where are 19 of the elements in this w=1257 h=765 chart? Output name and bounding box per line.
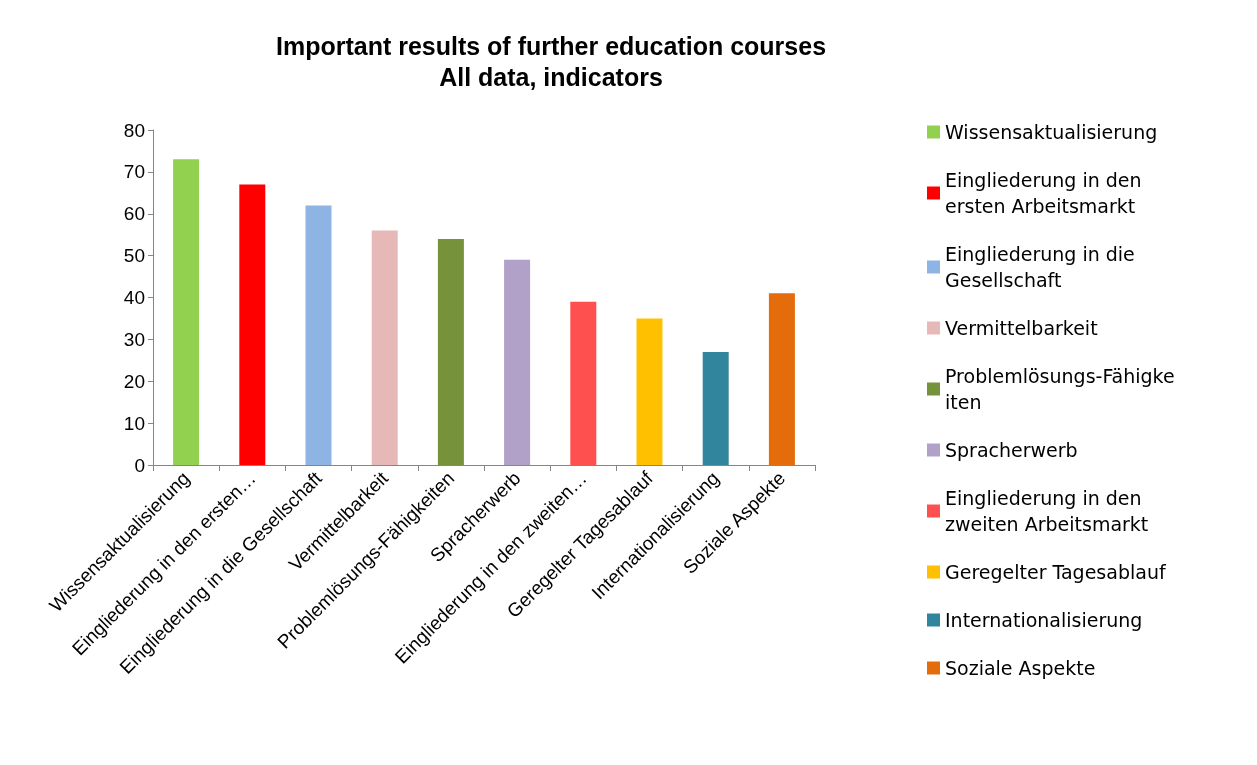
y-tick-label: 30 [123,328,145,350]
legend-label: Eingliederung in die Gesellschaft [945,243,1141,291]
legend-label: Wissensaktualisierung [945,121,1158,143]
legend-label: Spracherwerb [945,439,1078,461]
chart-title: Important results of further education courses [275,31,827,60]
y-tick-label: 10 [123,412,145,434]
legend-label: Vermittelbarkeit [945,317,1098,339]
y-tick-label: 60 [123,203,145,225]
legend-label: Eingliederung in den zweiten Arbeitsmarkt [945,487,1149,535]
y-tick-label: 80 [123,119,145,141]
legend-label: Problemlösungs-Fähigkeiten [945,365,1175,413]
y-tick-label: 50 [123,245,145,267]
y-tick-label: 40 [123,287,145,308]
y-tick-label: 0 [134,454,145,476]
y-tick-label: 70 [123,161,145,183]
legend-label: Internationalisierung [945,609,1143,631]
y-tick-label: 20 [123,370,145,392]
legend-label: Eingliederung in den ersten Arbeitsmarkt [945,169,1148,217]
chart-subtitle: All data, indicators [439,62,663,91]
